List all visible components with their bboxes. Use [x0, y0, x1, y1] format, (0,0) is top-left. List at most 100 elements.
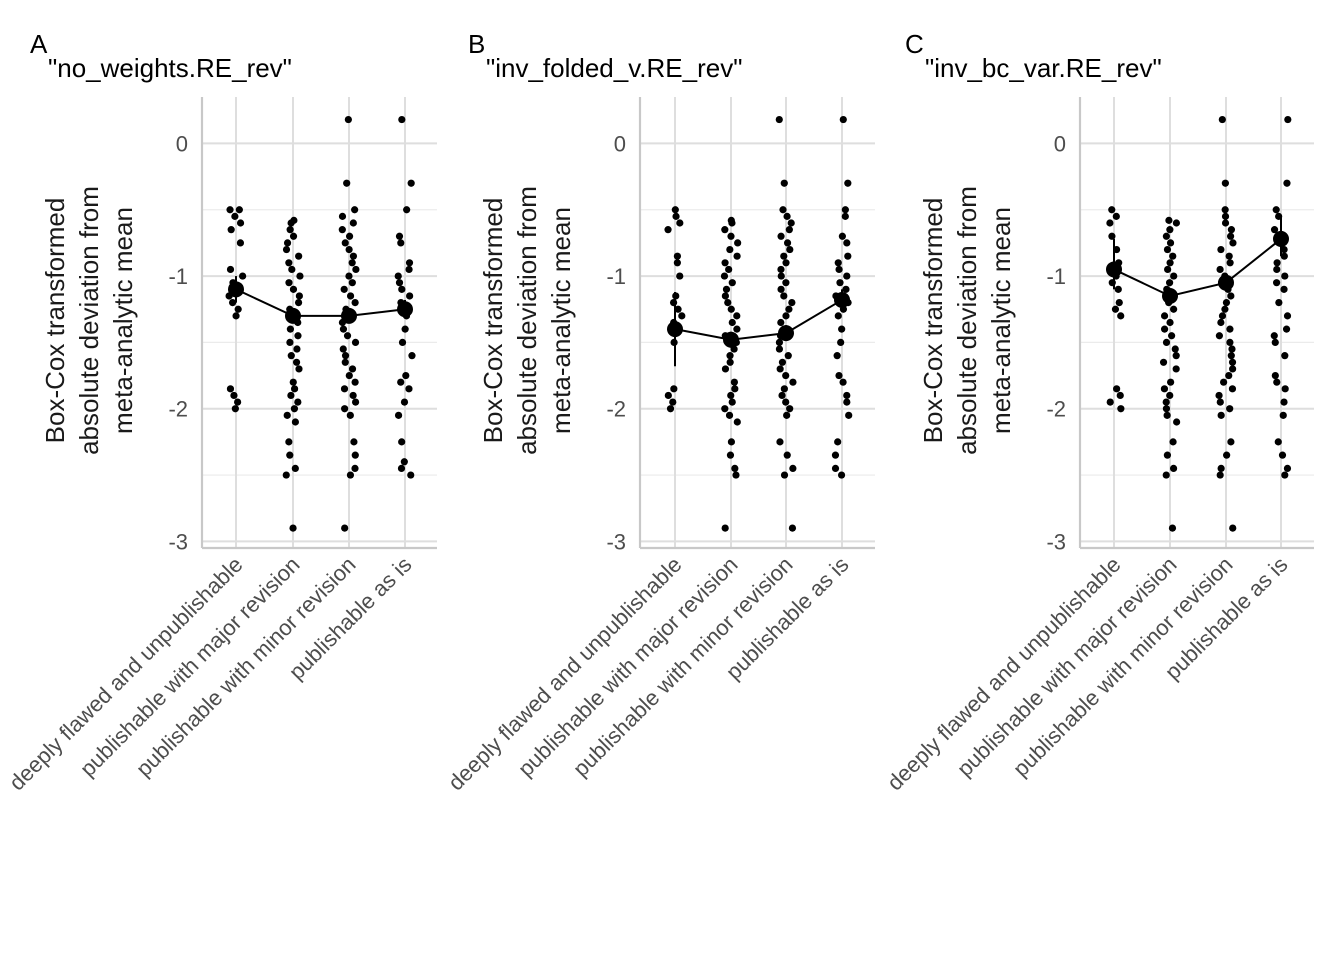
data-point: [294, 332, 302, 340]
data-point: [783, 451, 791, 459]
data-point: [1169, 438, 1177, 446]
data-point: [1108, 206, 1116, 214]
data-point: [1229, 365, 1237, 373]
data-point: [664, 226, 672, 234]
data-point: [678, 312, 686, 320]
data-point: [731, 464, 739, 473]
data-point: [1225, 252, 1233, 260]
data-point: [783, 411, 791, 419]
data-point: [722, 285, 731, 293]
mean-point: [723, 331, 739, 348]
data-point: [1220, 378, 1228, 386]
data-point: [831, 464, 840, 473]
points: [664, 115, 853, 532]
data-point: [350, 438, 358, 446]
data-point: [1284, 115, 1292, 124]
points: [225, 115, 416, 532]
data-point: [731, 385, 739, 393]
mean-point: [228, 281, 244, 298]
data-point: [836, 279, 844, 287]
data-point: [844, 252, 852, 260]
data-point: [1173, 418, 1181, 426]
data-point: [285, 279, 293, 287]
data-point: [843, 398, 851, 406]
data-point: [1172, 352, 1180, 360]
data-point: [1227, 352, 1235, 360]
data-point: [1223, 451, 1231, 459]
data-point: [721, 365, 730, 373]
panel-title: "inv_folded_v.RE_rev": [486, 53, 742, 83]
y-tick-label: -1: [1046, 264, 1066, 289]
data-point: [403, 206, 411, 214]
mean-point: [285, 307, 301, 324]
y-tick-label: 0: [614, 131, 626, 156]
data-point: [394, 411, 403, 419]
data-point: [841, 212, 849, 220]
y-axis-label-line: absolute deviation from: [74, 186, 104, 455]
data-point: [835, 265, 843, 274]
data-point: [227, 226, 235, 234]
data-point: [721, 259, 729, 267]
data-point: [285, 438, 293, 446]
data-point: [228, 299, 237, 307]
data-point: [349, 252, 358, 260]
data-point: [673, 259, 681, 267]
data-point: [283, 411, 291, 419]
data-point: [400, 458, 408, 466]
x-tick-label: publishable with minor revision: [1008, 552, 1238, 782]
y-tick-label: 0: [1054, 131, 1066, 156]
data-point: [287, 352, 295, 360]
data-point: [1216, 265, 1224, 274]
data-point: [289, 232, 298, 240]
data-point: [728, 219, 736, 227]
data-point: [407, 179, 415, 187]
data-point: [733, 312, 741, 320]
data-point: [833, 352, 841, 360]
mean-point: [1106, 261, 1122, 278]
data-point: [341, 239, 349, 247]
data-point: [405, 265, 413, 274]
data-point: [725, 265, 733, 274]
data-point: [842, 285, 850, 293]
data-point: [1163, 451, 1172, 459]
data-point: [784, 352, 792, 360]
data-point: [1281, 471, 1289, 479]
data-point: [1278, 451, 1287, 459]
data-point: [721, 405, 729, 413]
data-point: [1160, 385, 1169, 393]
data-point: [345, 232, 354, 240]
data-point: [1228, 385, 1237, 393]
data-point: [344, 115, 352, 124]
mean-point: [1162, 287, 1178, 304]
data-point: [844, 179, 852, 187]
data-point: [788, 524, 797, 532]
data-point: [345, 371, 353, 380]
data-point: [1273, 265, 1281, 274]
mean-line: [674, 299, 843, 341]
panel-tag: B: [468, 29, 485, 59]
data-point: [780, 385, 788, 393]
mean-point: [341, 307, 357, 324]
data-point: [1221, 206, 1229, 214]
data-point: [289, 378, 297, 386]
data-point: [1218, 312, 1227, 320]
data-point: [340, 385, 349, 393]
data-point: [1275, 299, 1283, 307]
data-point: [837, 338, 845, 346]
data-point: [720, 272, 729, 280]
data-point: [777, 285, 785, 293]
data-point: [1111, 305, 1120, 313]
data-point: [349, 391, 357, 400]
data-point: [351, 464, 359, 473]
data-point: [1283, 312, 1292, 320]
data-point: [345, 272, 353, 280]
data-point: [286, 338, 294, 346]
data-point: [1166, 226, 1174, 234]
data-point: [1282, 325, 1291, 333]
data-point: [777, 232, 785, 240]
data-point: [1169, 464, 1178, 473]
data-point: [408, 352, 416, 360]
data-point: [775, 115, 783, 124]
data-point: [1273, 378, 1281, 386]
y-axis-label-line: absolute deviation from: [512, 186, 542, 455]
